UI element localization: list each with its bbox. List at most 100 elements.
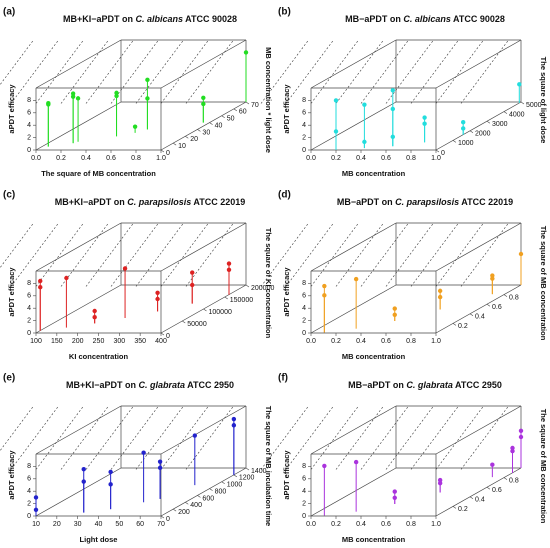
z-tick-label: 4 — [27, 488, 31, 495]
y-tick — [520, 101, 525, 105]
plane-line — [335, 222, 384, 287]
plane-line — [260, 222, 309, 287]
y-tick — [503, 111, 508, 114]
plane-line — [285, 405, 334, 470]
plane-line — [85, 405, 134, 470]
point — [353, 459, 359, 465]
plane-line — [385, 39, 434, 104]
z-tick-label: 6 — [302, 110, 306, 117]
z-tick-label: 0 — [302, 330, 306, 337]
point — [70, 91, 76, 96]
y-tick — [209, 488, 213, 491]
box-edge — [435, 405, 522, 455]
x-tick-label: 0.4 — [356, 521, 366, 528]
point — [461, 126, 466, 131]
plane-line — [185, 222, 234, 287]
z-axis-label: aPDT efficacy — [7, 84, 16, 134]
y-tick — [172, 142, 177, 146]
point — [64, 275, 69, 281]
plane-line — [285, 222, 334, 287]
y-tick — [197, 495, 201, 498]
point — [38, 278, 43, 284]
plane-line — [410, 39, 459, 104]
y-tick-label: 50 — [227, 116, 235, 123]
box-edge — [35, 405, 122, 455]
x-tick-label: 50 — [115, 521, 123, 528]
z-tick-label: 2 — [27, 317, 31, 324]
x-axis-label: Light dose — [80, 535, 118, 544]
x-tick-label: 10 — [32, 521, 40, 528]
y-tick-label: 200 — [178, 509, 190, 516]
point — [322, 293, 327, 298]
z-tick-label: 8 — [27, 463, 31, 470]
point — [108, 482, 113, 487]
z-tick-label: 0 — [302, 513, 306, 520]
y-tick — [203, 308, 207, 312]
title-part: ATCC 90028 — [183, 14, 237, 24]
title-part: C. albicans — [403, 14, 451, 24]
z-axis-label: aPDT efficacy — [282, 84, 291, 134]
plane-line — [410, 405, 459, 470]
x-tick-label: 1.0 — [431, 521, 441, 528]
point — [243, 50, 249, 55]
z-tick-label: 6 — [27, 110, 31, 117]
x-axis-label: The square of MB concentration — [41, 169, 156, 178]
y-tick-label: 0.6 — [492, 304, 502, 311]
panel-label: (b) — [278, 7, 291, 18]
plane-line — [185, 39, 234, 104]
box-edge — [310, 284, 397, 334]
point — [437, 480, 443, 486]
chart-title: MB−aPDT on C. albicans ATCC 90028 — [345, 14, 505, 24]
z-tick-label: 6 — [27, 293, 31, 300]
y-tick-label: 0 — [166, 150, 170, 157]
y-tick-label: 4000 — [509, 111, 525, 118]
x-tick-label: 200 — [72, 338, 84, 345]
plane-line — [10, 222, 59, 287]
point — [517, 82, 522, 87]
title-part: C. albicans — [135, 14, 183, 24]
plane-line — [260, 39, 309, 104]
point — [132, 124, 138, 129]
x-axis-label: MB concentration — [342, 535, 406, 544]
point — [333, 98, 339, 103]
x-tick-label: 0.4 — [356, 155, 366, 162]
point — [490, 462, 495, 467]
box-edge — [435, 101, 522, 151]
title-part: ATCC 2950 — [185, 380, 234, 390]
z-tick-label: 2 — [302, 317, 306, 324]
title-part: C. parapsilosis — [395, 197, 459, 207]
plane-line — [160, 222, 209, 287]
y-tick — [486, 120, 491, 124]
title-part: C. glabrata — [406, 380, 453, 390]
y-tick — [197, 129, 201, 132]
plane-line — [460, 222, 509, 287]
y-tick-label: 0.2 — [458, 506, 468, 513]
y-tick-label: 3000 — [492, 121, 508, 128]
x-tick-label: 100 — [30, 338, 42, 345]
z-axis-label: aPDT efficacy — [282, 267, 291, 317]
title-part: MB−aPDT on — [337, 197, 395, 207]
point — [362, 102, 367, 107]
y-tick-label: 600 — [202, 495, 214, 502]
point — [190, 282, 195, 288]
point — [490, 273, 495, 278]
x-tick-label: 0.0 — [306, 155, 316, 162]
z-tick-label: 4 — [27, 305, 31, 312]
plane-line — [435, 222, 484, 287]
point — [510, 445, 515, 451]
y-tick — [172, 508, 177, 512]
point — [437, 477, 443, 483]
point — [155, 290, 160, 295]
plane-line — [360, 222, 409, 287]
plane-line — [0, 405, 34, 452]
box-edge — [310, 467, 397, 517]
point — [362, 139, 367, 145]
z-tick-label: 6 — [302, 293, 306, 300]
y-tick — [233, 474, 238, 478]
plane-line — [10, 39, 59, 104]
point — [390, 88, 395, 93]
x-tick-label: 1.0 — [431, 155, 441, 162]
point — [92, 315, 97, 320]
x-tick-label: 0.8 — [406, 338, 416, 345]
y-tick-label: 100000 — [209, 309, 232, 316]
